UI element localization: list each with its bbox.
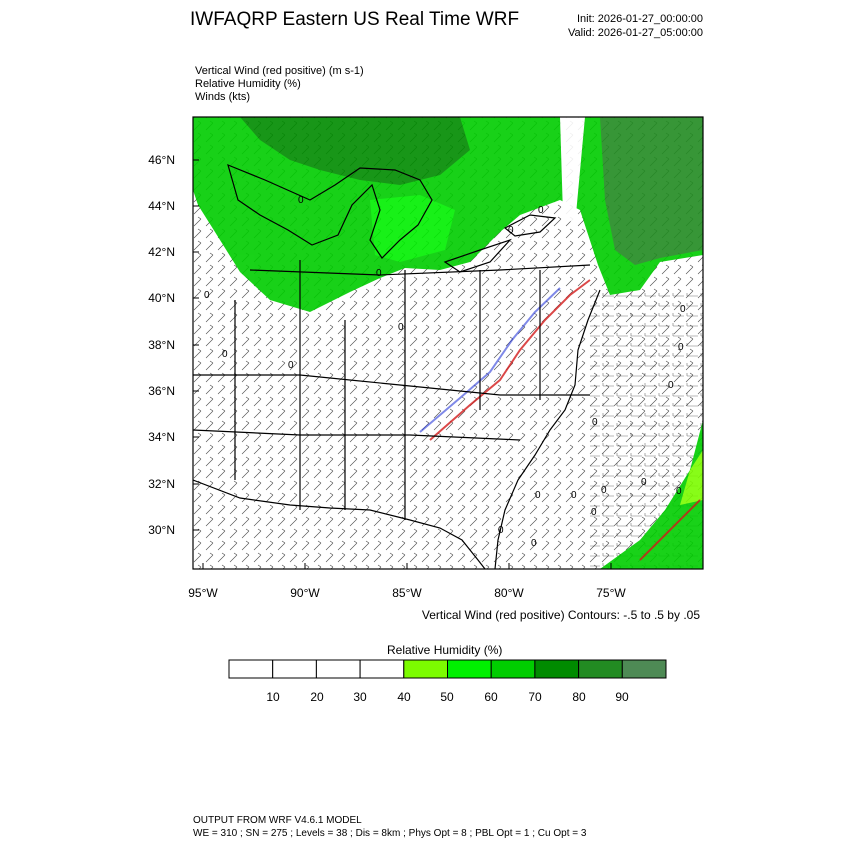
colorbar-title: Relative Humidity (%) — [387, 643, 503, 657]
contour-label: 0 — [535, 490, 541, 501]
lat-label: 36°N — [148, 384, 175, 398]
model-info: OUTPUT FROM WRF V4.6.1 MODEL — [193, 815, 362, 826]
colorbar-box-6 — [447, 659, 492, 679]
contour-label: 0 — [222, 349, 228, 360]
lon-label: 80°W — [494, 586, 524, 600]
colorbar-box-5 — [403, 659, 448, 679]
colorbar — [228, 659, 667, 679]
colorbar-tick: 80 — [572, 690, 586, 704]
updraft-band-southeast — [639, 499, 701, 561]
updraft-band — [429, 279, 591, 441]
boundaries — [193, 163, 601, 569]
lon-label: 95°W — [188, 586, 218, 600]
colorbar-tick: 50 — [440, 690, 454, 704]
contour-label: 0 — [498, 525, 504, 536]
colorbar-box-7 — [490, 659, 536, 679]
variable-winds: Winds (kts) — [195, 91, 250, 103]
vertical-wind-bands — [419, 279, 701, 561]
humidity-dry-wedge — [560, 117, 585, 225]
lat-label: 30°N — [148, 523, 175, 537]
chart-title: IWFAQRP Eastern US Real Time WRF — [190, 9, 520, 30]
colorbar-box-1 — [228, 659, 274, 679]
variable-vertical-wind: Vertical Wind (red positive) (m s-1) — [195, 65, 364, 77]
lat-label: 42°N — [148, 245, 175, 259]
contour-label: 0 — [571, 490, 577, 501]
contour-label: 0 — [601, 485, 607, 496]
colorbar-tick: 20 — [310, 690, 324, 704]
lon-label: 85°W — [392, 586, 422, 600]
colorbar-tick: 60 — [484, 690, 498, 704]
colorbar-tick: 30 — [353, 690, 367, 704]
contour-label: 0 — [678, 342, 684, 353]
colorbar-box-4 — [359, 659, 405, 679]
lat-label: 38°N — [148, 338, 175, 352]
humidity-shading — [193, 117, 703, 569]
downdraft-band — [419, 287, 561, 433]
colorbar-tick: 10 — [266, 690, 280, 704]
lat-label: 44°N — [148, 199, 175, 213]
contour-label: 0 — [376, 268, 382, 279]
valid-time: Valid: 2026-01-27_05:00:00 — [568, 27, 703, 39]
east-coast — [494, 289, 601, 569]
contour-label: 0 — [668, 380, 674, 391]
gulf-coast — [193, 479, 486, 569]
contour-label: 0 — [204, 290, 210, 301]
init-time: Init: 2026-01-27_00:00:00 — [577, 13, 703, 25]
state-line-7 — [193, 429, 521, 441]
contour-note: Vertical Wind (red positive) Contours: -… — [421, 608, 700, 622]
colorbar-box-9 — [578, 659, 623, 679]
state-line-1 — [193, 374, 590, 396]
contour-label: 0 — [592, 417, 598, 428]
contour-label: 0 — [676, 486, 682, 497]
contour-label: 0 — [298, 195, 304, 206]
humidity-southeast-light — [680, 450, 703, 505]
colorbar-box-8 — [534, 659, 580, 679]
colorbar-tick: 40 — [397, 690, 411, 704]
contour-label: 0 — [591, 507, 597, 518]
variable-relative-humidity: Relative Humidity (%) — [195, 78, 301, 90]
state-line-6 — [249, 264, 591, 276]
tick-marks — [193, 159, 612, 569]
colorbar-box-10 — [621, 659, 667, 679]
lake-erie — [443, 238, 512, 273]
model-settings: WE = 310 ; SN = 275 ; Levels = 38 ; Dis … — [193, 828, 587, 839]
lat-label: 46°N — [148, 153, 175, 167]
contour-label: 0 — [538, 205, 544, 216]
contour-label: 0 — [398, 322, 404, 333]
lat-label: 32°N — [148, 477, 175, 491]
lat-label: 40°N — [148, 291, 175, 305]
contour-label: 0 — [680, 304, 686, 315]
humidity-lakes-light — [370, 195, 455, 262]
contour-labels: 0 0 0 0 0 0 0 0 0 0 0 0 0 0 0 0 0 0 0 0 — [204, 195, 686, 549]
lat-label: 34°N — [148, 430, 175, 444]
map-frame — [192, 116, 704, 570]
contour-label: 0 — [531, 538, 537, 549]
contour-label: 0 — [288, 360, 294, 371]
humidity-north-dark — [240, 117, 470, 185]
humidity-southeast — [600, 420, 703, 569]
lake-ontario — [503, 214, 557, 237]
great-lakes-outline — [227, 163, 433, 259]
lon-label: 90°W — [290, 586, 320, 600]
colorbar-tick: 70 — [528, 690, 542, 704]
colorbar-box-3 — [315, 659, 361, 679]
colorbar-tick: 90 — [615, 690, 629, 704]
humidity-northeast-dark — [600, 117, 703, 265]
lon-label: 75°W — [596, 586, 626, 600]
colorbar-box-2 — [272, 659, 317, 679]
contour-label: 0 — [641, 477, 647, 488]
contour-label: 0 — [508, 225, 514, 236]
